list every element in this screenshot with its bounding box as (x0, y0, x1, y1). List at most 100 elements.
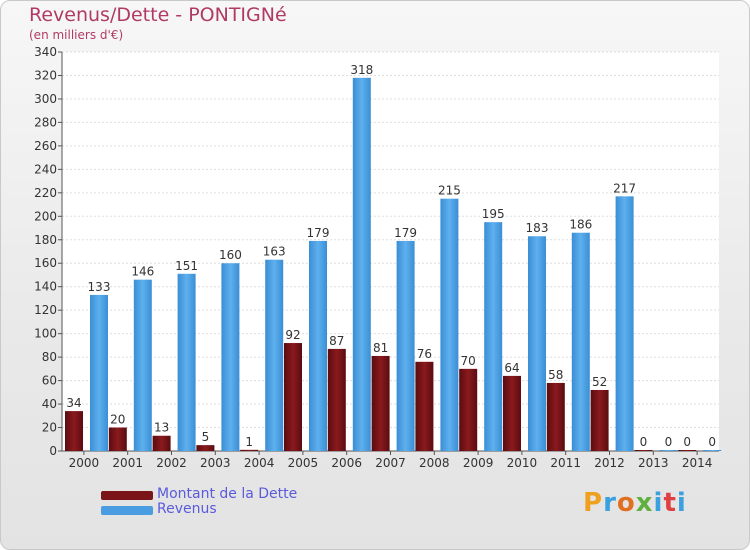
y-tick-label: 340 (34, 45, 57, 59)
y-tick-label: 40 (42, 397, 57, 411)
revenue-value-label: 151 (175, 259, 198, 273)
revenue-value-label: 183 (526, 221, 549, 235)
y-tick-label: 120 (34, 303, 57, 317)
logo-letter: i (653, 488, 664, 518)
x-tick-label: 2006 (331, 456, 362, 470)
y-tick-label: 140 (34, 280, 57, 294)
x-tick-label: 2000 (69, 456, 100, 470)
logo-letter: x (635, 488, 654, 518)
debt-bar (240, 449, 259, 451)
debt-bar (634, 450, 653, 451)
debt-bar (415, 361, 434, 451)
x-tick-label: 2007 (375, 456, 406, 470)
revenue-value-label: 215 (438, 184, 461, 198)
x-tick-label: 2001 (112, 456, 143, 470)
revenue-bar (265, 259, 284, 451)
debt-bar (108, 427, 127, 451)
revenue-bar (396, 240, 415, 451)
debt-bar (503, 375, 521, 451)
debt-bar (546, 382, 565, 451)
debt-value-label: 81 (373, 341, 388, 355)
legend-label-debt: Montant de la Dette (157, 486, 298, 502)
x-tick-label: 2011 (550, 456, 581, 470)
debt-value-label: 70 (461, 354, 476, 368)
revenue-value-label: 195 (482, 207, 505, 221)
debt-value-label: 34 (66, 396, 81, 410)
logo-letter: r (603, 488, 617, 518)
revenue-bar (90, 294, 108, 451)
revenue-bar (177, 273, 196, 451)
y-tick-label: 20 (42, 421, 57, 435)
debt-bar (590, 389, 609, 451)
x-tick-label: 2010 (507, 456, 538, 470)
revenue-bar (133, 279, 152, 451)
revenue-bar (528, 236, 546, 451)
debt-value-label: 0 (683, 435, 691, 449)
logo-letter: t (663, 488, 677, 518)
debt-bar (65, 411, 83, 451)
revenue-value-label: 186 (569, 218, 592, 232)
revenue-bar (352, 77, 371, 451)
legend-label-revenue: Revenus (157, 501, 217, 517)
revenue-bar (571, 232, 590, 451)
revenue-bar (615, 196, 634, 451)
y-tick-label: 180 (34, 233, 57, 247)
logo-letter: i (676, 488, 687, 518)
revenue-bar (440, 198, 459, 451)
x-tick-label: 2012 (594, 456, 625, 470)
y-tick-label: 320 (34, 68, 57, 82)
y-tick-label: 0 (49, 444, 57, 458)
y-tick-label: 100 (34, 327, 57, 341)
debt-value-label: 52 (592, 375, 607, 389)
debt-value-label: 92 (285, 328, 300, 342)
debt-bar (284, 343, 302, 451)
revenue-bar (484, 222, 503, 451)
chart-title: Revenus/Dette - PONTIGNé (29, 4, 287, 26)
debt-bar (371, 355, 390, 451)
revenue-value-label: 160 (219, 248, 242, 262)
revenue-value-label: 217 (613, 181, 636, 195)
debt-bar (678, 450, 697, 451)
revenue-bar (659, 450, 678, 451)
revenue-value-label: 179 (307, 226, 330, 240)
revenue-bar (309, 240, 327, 451)
revenue-bar (703, 450, 722, 451)
y-tick-label: 60 (42, 374, 57, 388)
revenue-value-label: 133 (88, 280, 111, 294)
debt-value-label: 1 (245, 435, 253, 449)
y-tick-label: 240 (34, 162, 57, 176)
debt-value-label: 64 (504, 361, 519, 375)
debt-bar (196, 445, 215, 451)
debt-value-label: 76 (417, 347, 432, 361)
legend-swatch-revenue (101, 506, 153, 515)
debt-value-label: 13 (154, 421, 169, 435)
y-tick-label: 220 (34, 186, 57, 200)
y-tick-label: 260 (34, 139, 57, 153)
y-tick-label: 160 (34, 256, 57, 270)
debt-value-label: 0 (640, 435, 648, 449)
debt-bar (152, 435, 171, 451)
logo-letter: P (583, 488, 604, 518)
y-tick-label: 280 (34, 115, 57, 129)
revenue-value-label: 163 (263, 245, 286, 259)
legend-swatch-debt (101, 491, 153, 500)
logo-letter: o (616, 488, 636, 518)
proxiti-logo: Proxiti (583, 488, 687, 518)
revenue-value-label: 0 (708, 435, 716, 449)
x-tick-label: 2003 (200, 456, 231, 470)
x-tick-label: 2005 (288, 456, 319, 470)
x-tick-label: 2004 (244, 456, 275, 470)
x-tick-label: 2009 (463, 456, 494, 470)
debt-value-label: 20 (110, 413, 125, 427)
plot-area (62, 52, 719, 451)
y-tick-label: 300 (34, 92, 57, 106)
revenue-value-label: 179 (394, 226, 417, 240)
debt-value-label: 87 (329, 334, 344, 348)
y-tick-label: 80 (42, 350, 57, 364)
revenue-value-label: 0 (665, 435, 673, 449)
revenue-value-label: 318 (350, 63, 373, 77)
x-tick-label: 2008 (419, 456, 450, 470)
y-tick-label: 200 (34, 209, 57, 223)
